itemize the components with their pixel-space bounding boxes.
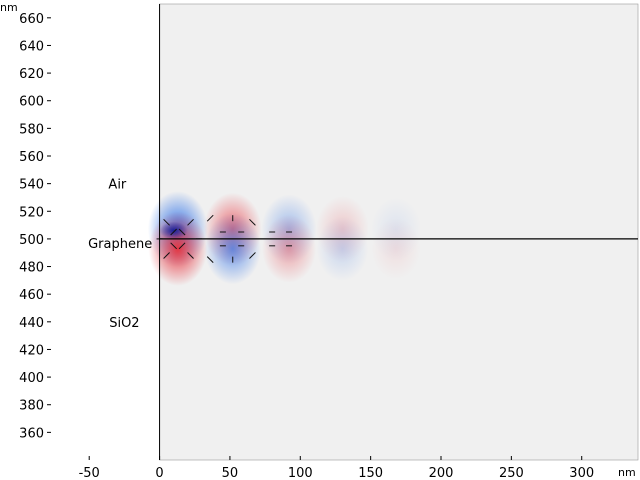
y-tick-label: 520 [19,205,44,220]
x-tick-label: -50 [79,466,100,480]
field-arrow [187,252,194,259]
x-axis: -50 0 50 100 150 200 250 300 [79,456,594,480]
x-tick-label: 0 [155,466,163,480]
field-arrow [206,256,214,263]
field-lobe [371,217,421,280]
field-arrow [163,218,170,226]
y-tick-label: 380 [19,399,44,414]
field-arrow [206,214,214,222]
y-tick-label: 460 [19,288,44,303]
x-tick-label: 100 [288,466,313,480]
field-arrow [170,242,177,250]
field-arrow [178,242,186,250]
region-labels: Air Graphene SiO2 [88,178,152,331]
y-tick-label: 620 [19,67,44,82]
field-core [159,221,188,240]
x-tick-label: 50 [222,466,239,480]
y-tick-label: 640 [19,39,44,54]
y-tick-label: 420 [19,343,44,358]
field-lobe [262,214,317,283]
x-axis-unit: nm [618,466,636,479]
y-tick-label: 480 [19,261,44,276]
field-lobe [204,213,261,285]
field-arrow [249,218,256,226]
y-tick-label: 580 [19,122,44,137]
y-tick-label: 400 [19,371,44,386]
field-arrow [178,228,186,236]
y-tick-label: 360 [19,426,44,441]
field-lobes [147,191,422,286]
y-tick-label: 600 [19,95,44,110]
region-label-sio2: SiO2 [109,316,139,331]
field-arrow [249,252,256,259]
field-arrows [156,214,293,263]
y-tick-label: 560 [19,150,44,165]
field-arrow [170,228,177,236]
y-tick-label: 660 [19,12,44,27]
field-lobe [316,216,369,282]
y-axis: 360 380 400 420 440 460 480 500 520 540 560 580 600 6… [19,12,51,441]
y-tick-label: 540 [19,178,44,193]
region-label-air: Air [108,178,127,193]
x-tick-label: 250 [499,466,524,480]
x-tick-label: 200 [429,466,454,480]
y-tick-label: 440 [19,316,44,331]
x-tick-label: 300 [569,466,594,480]
y-tick-label: 500 [19,233,44,248]
y-axis-unit: nm [0,1,18,14]
field-arrow [187,218,194,226]
field-arrow [163,252,170,259]
x-tick-label: 150 [358,466,383,480]
region-label-graphene: Graphene [88,237,152,252]
